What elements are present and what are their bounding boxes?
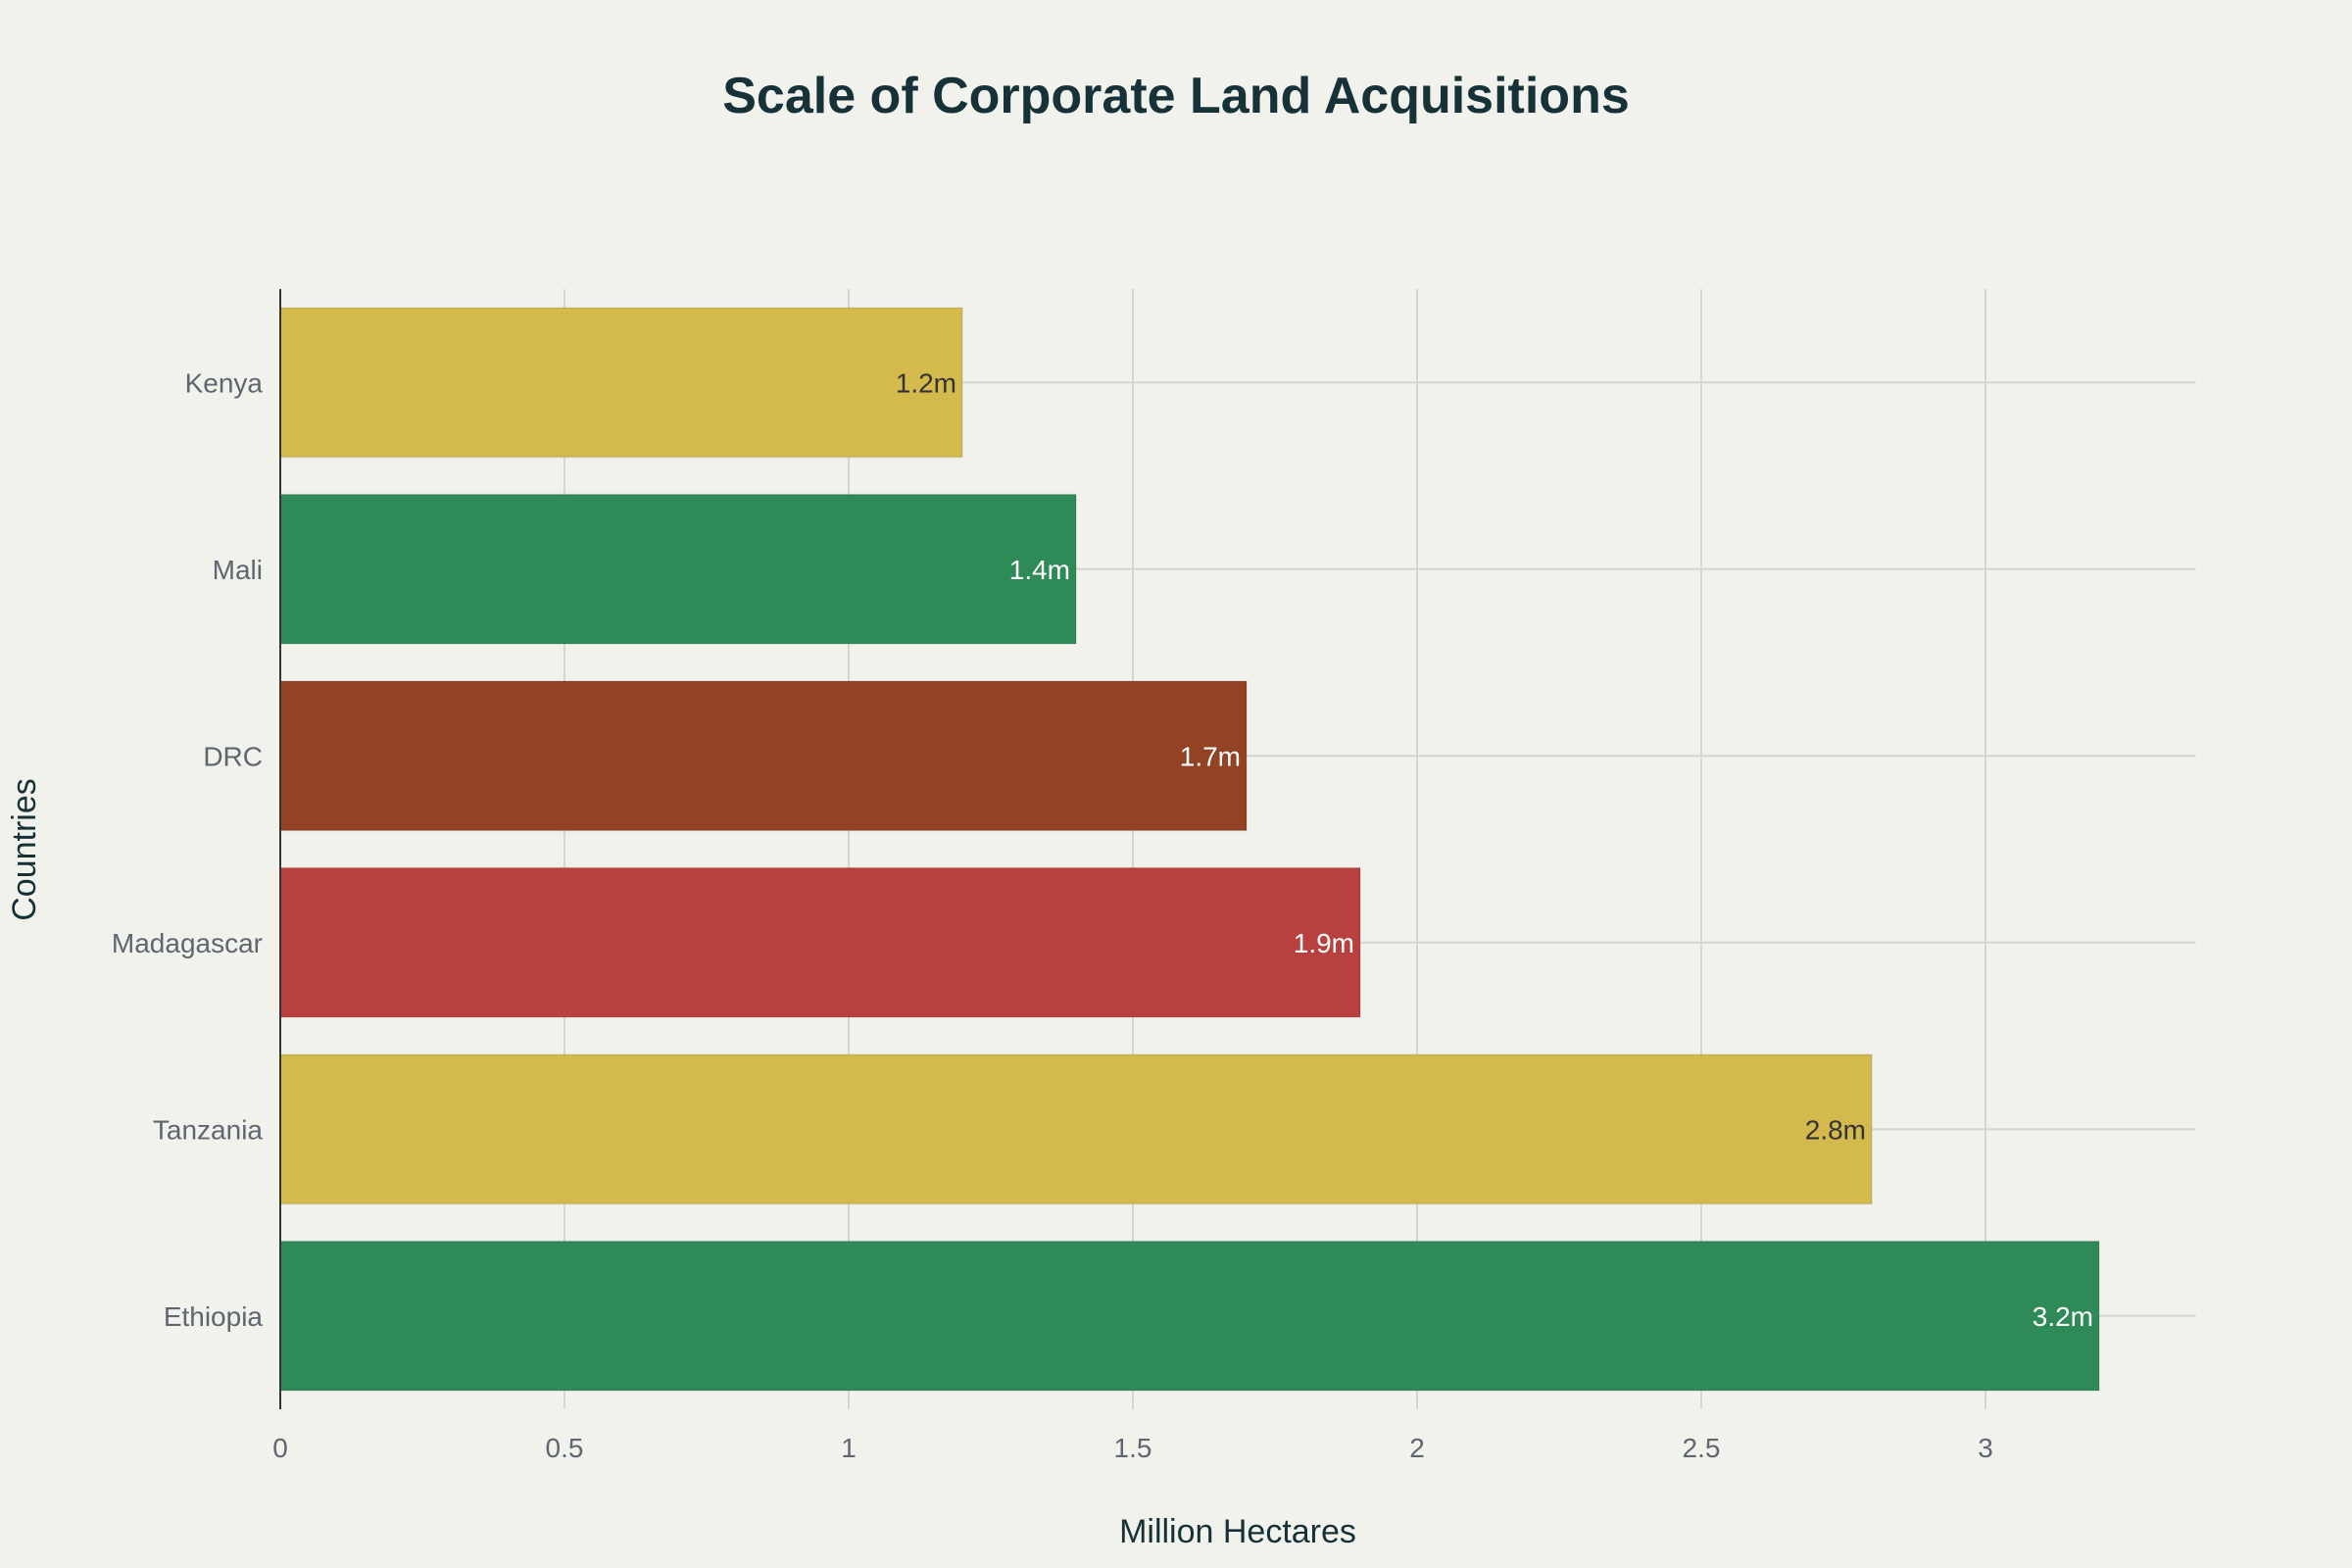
bar-ethiopia (279, 1240, 2100, 1392)
data-label: 1.4m (1009, 555, 1070, 585)
y-tick-label: Ethiopia (164, 1301, 264, 1332)
x-tick-label: 0.5 (546, 1433, 584, 1463)
y-axis-title: Countries (6, 778, 43, 921)
y-tick-labels: Ethiopia Tanzania Madagascar DRC Mali Kenya (112, 368, 264, 1332)
y-tick-label: Kenya (185, 368, 264, 398)
data-label: 1.7m (1180, 741, 1241, 771)
bar-mali (279, 493, 1077, 645)
data-label: 1.2m (896, 368, 956, 398)
bar-kenya (279, 307, 963, 459)
x-tick-label: 2.5 (1683, 1433, 1721, 1463)
y-tick-label: Tanzania (153, 1114, 264, 1145)
x-tick-label: 2 (1409, 1433, 1425, 1463)
y-tick-label: Mali (213, 555, 263, 585)
x-tick-label: 3 (1978, 1433, 1993, 1463)
bar-tanzania (279, 1054, 1873, 1205)
x-axis-title: Million Hectares (1119, 1513, 1356, 1550)
y-tick-label: DRC (203, 741, 263, 771)
x-tick-label: 0 (272, 1433, 288, 1463)
data-label: 3.2m (2033, 1301, 2093, 1332)
x-tick-label: 1 (841, 1433, 857, 1463)
bar-madagascar (279, 866, 1361, 1018)
x-tick-label: 1.5 (1114, 1433, 1152, 1463)
data-label: 1.9m (1294, 928, 1354, 958)
bar-drc (279, 680, 1248, 832)
data-label: 2.8m (1805, 1114, 1866, 1145)
x-tick-labels: 0 0.5 1 1.5 2 2.5 3 (272, 1433, 1993, 1463)
chart-title: Scale of Corporate Land Acquisitions (722, 68, 1630, 124)
bars: 3.2m 2.8m 1.9m 1.7m 1.4m 1.2m (279, 307, 2100, 1392)
y-tick-label: Madagascar (112, 928, 263, 958)
